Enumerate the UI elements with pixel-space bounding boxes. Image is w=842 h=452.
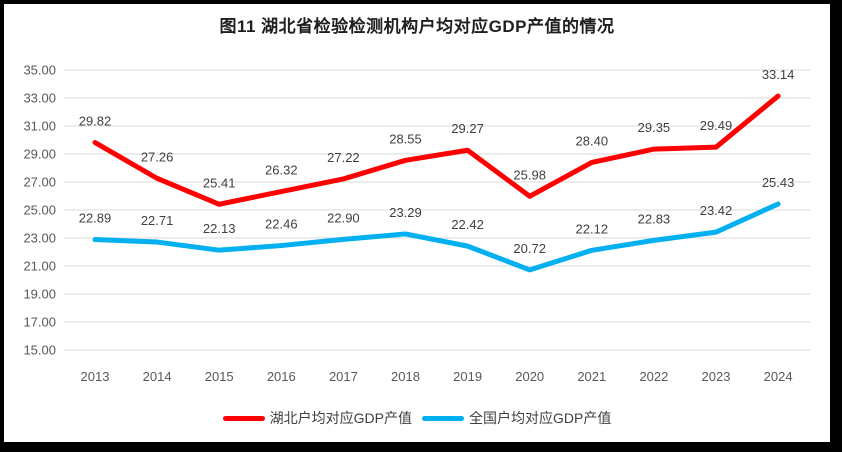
legend-swatch-hubei: [222, 415, 265, 421]
x-tick-label: 2020: [515, 369, 544, 384]
value-label: 22.71: [141, 213, 174, 228]
value-label: 28.40: [576, 133, 609, 148]
value-label: 22.42: [451, 217, 484, 232]
value-label: 29.35: [638, 120, 671, 135]
x-tick-label: 2016: [267, 369, 296, 384]
value-label: 22.89: [79, 211, 112, 226]
legend: 湖北户均对应GDP产值 全国户均对应GDP产值: [4, 408, 830, 428]
value-label: 25.98: [513, 167, 546, 182]
x-tick-label: 2015: [205, 369, 234, 384]
value-label: 29.49: [700, 118, 733, 133]
value-label: 22.13: [203, 221, 236, 236]
y-tick-label: 19.00: [23, 287, 56, 302]
value-label: 22.12: [576, 221, 609, 236]
value-label: 29.27: [451, 121, 484, 136]
x-tick-label: 2023: [702, 369, 731, 384]
x-tick-label: 2013: [81, 369, 110, 384]
value-label: 20.72: [513, 241, 546, 256]
legend-label-hubei: 湖北户均对应GDP产值: [269, 410, 412, 426]
value-label: 22.90: [327, 210, 360, 225]
x-tick-label: 2017: [329, 369, 358, 384]
legend-item-national[interactable]: 全国户均对应GDP产值: [422, 408, 611, 428]
legend-swatch-national: [422, 415, 464, 421]
y-tick-label: 35.00: [23, 63, 56, 78]
y-tick-label: 17.00: [23, 315, 56, 330]
y-tick-label: 21.00: [23, 259, 56, 274]
value-label: 23.29: [389, 205, 422, 220]
y-tick-label: 27.00: [23, 175, 56, 190]
y-tick-label: 31.00: [23, 119, 56, 134]
value-label: 22.83: [638, 211, 671, 226]
value-label: 33.14: [762, 67, 795, 82]
value-label: 22.46: [265, 217, 298, 232]
y-tick-label: 25.00: [23, 203, 56, 218]
x-tick-label: 2022: [639, 369, 668, 384]
chart-title: 图11 湖北省检验检测机构户均对应GDP产值的情况: [219, 17, 615, 36]
value-label: 26.32: [265, 163, 298, 178]
y-tick-label: 33.00: [23, 91, 56, 106]
y-tick-label: 23.00: [23, 231, 56, 246]
series-line-0: [92, 93, 781, 207]
legend-item-hubei[interactable]: 湖北户均对应GDP产值: [222, 408, 412, 428]
value-label: 25.43: [762, 175, 795, 190]
legend-label-national: 全国户均对应GDP产值: [469, 410, 612, 426]
value-label: 29.82: [79, 114, 112, 129]
x-tick-label: 2021: [577, 369, 606, 384]
x-tick-label: 2018: [391, 369, 420, 384]
value-label: 27.26: [141, 149, 174, 164]
y-tick-label: 15.00: [23, 343, 56, 358]
value-label: 23.42: [700, 203, 733, 218]
value-label: 28.55: [389, 131, 422, 146]
y-tick-label: 29.00: [23, 147, 56, 162]
x-tick-label: 2019: [453, 369, 482, 384]
value-label: 27.22: [327, 150, 360, 165]
x-tick-label: 2024: [764, 369, 793, 384]
plot-svg: 15.00 17.00 19.00 21.00 23.00 25.00 27.00 29.00…: [23, 63, 810, 384]
series-line-1: [92, 201, 781, 273]
value-label: 25.41: [203, 175, 236, 190]
x-tick-label: 2014: [143, 369, 172, 384]
